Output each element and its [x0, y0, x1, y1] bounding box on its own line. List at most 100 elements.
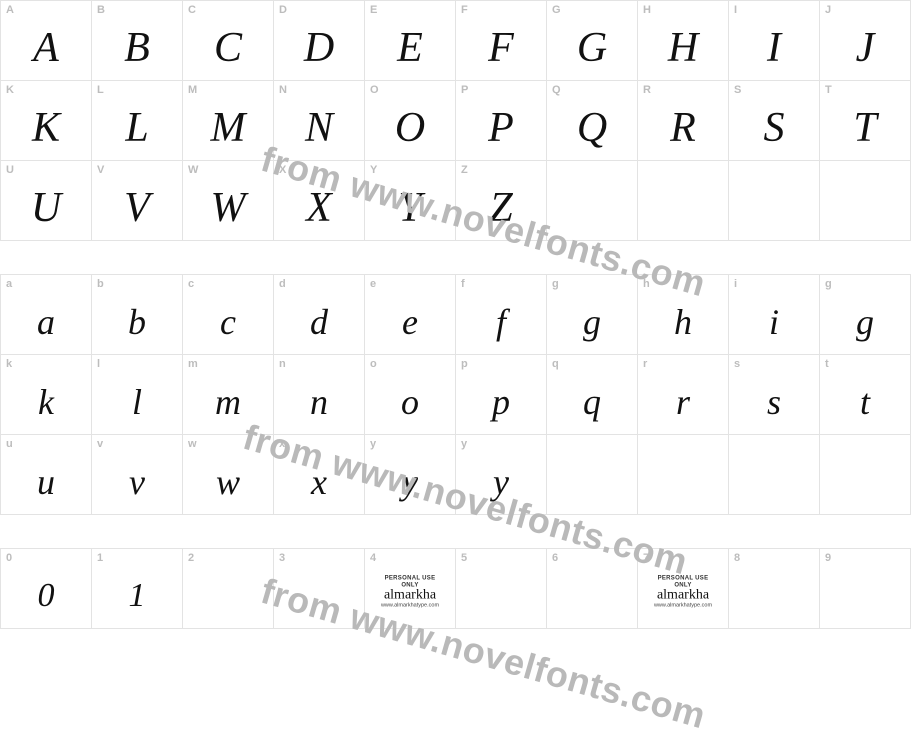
glyph-cell: 4 PERSONAL USE ONLYalmarkhawww.almarkhaty…	[365, 549, 456, 629]
glyph-cell: NN	[274, 81, 365, 161]
glyph: p	[456, 369, 546, 434]
glyph: G	[547, 15, 637, 80]
glyph: S	[729, 95, 819, 160]
glyph-cell: 11	[92, 549, 183, 629]
glyph: d	[274, 289, 364, 354]
glyph-cell: QQ	[547, 81, 638, 161]
glyph	[729, 563, 819, 628]
glyph: t	[820, 369, 910, 434]
glyph: e	[365, 289, 455, 354]
glyph-cell	[820, 161, 911, 241]
glyph-cell: tt	[820, 355, 911, 435]
glyph: F	[456, 15, 546, 80]
glyph: 1	[92, 563, 182, 628]
glyph	[547, 175, 637, 240]
glyph: C	[183, 15, 273, 80]
glyph	[820, 175, 910, 240]
glyph-cell: JJ	[820, 1, 911, 81]
glyph: b	[92, 289, 182, 354]
glyph-cell: II	[729, 1, 820, 81]
glyph-cell: ZZ	[456, 161, 547, 241]
glyph	[729, 175, 819, 240]
glyph-cell: pp	[456, 355, 547, 435]
glyph-cell: GG	[547, 1, 638, 81]
glyph-cell: kk	[1, 355, 92, 435]
glyph: w	[183, 449, 273, 514]
glyph: i	[729, 289, 819, 354]
glyph	[638, 449, 728, 514]
glyph-grid: AABBCCDDEEFFGGHHIIJJKKLLMMNNOOPPQQRRSSTT…	[0, 0, 911, 241]
glyph-cell: KK	[1, 81, 92, 161]
glyph: y	[365, 449, 455, 514]
glyph-cell: VV	[92, 161, 183, 241]
glyph-grid: aabbccddeeffgghhiiggkkllmmnnooppqqrrsstt…	[0, 274, 911, 515]
glyph: c	[183, 289, 273, 354]
font-maker-badge: PERSONAL USE ONLYalmarkhawww.almarkhatyp…	[381, 576, 439, 609]
glyph: f	[456, 289, 546, 354]
glyph: W	[183, 175, 273, 240]
glyph	[183, 563, 273, 628]
glyph: v	[92, 449, 182, 514]
glyph-label: 4	[370, 552, 376, 564]
glyph: a	[1, 289, 91, 354]
glyph: A	[1, 15, 91, 80]
glyph-cell: vv	[92, 435, 183, 515]
glyph-cell: hh	[638, 275, 729, 355]
glyph	[820, 563, 910, 628]
glyph: D	[274, 15, 364, 80]
glyph-cell: RR	[638, 81, 729, 161]
glyph-cell: ss	[729, 355, 820, 435]
glyph-cell: YY	[365, 161, 456, 241]
glyph: O	[365, 95, 455, 160]
glyph-cell	[547, 435, 638, 515]
glyph	[729, 449, 819, 514]
glyph-cell: ff	[456, 275, 547, 355]
glyph-cell: mm	[183, 355, 274, 435]
glyph-cell	[729, 435, 820, 515]
glyph-cell: UU	[1, 161, 92, 241]
glyph-cell: PP	[456, 81, 547, 161]
glyph: Z	[456, 175, 546, 240]
font-maker-badge: PERSONAL USE ONLYalmarkhawww.almarkhatyp…	[654, 576, 712, 609]
glyph	[274, 563, 364, 628]
glyph-cell: gg	[820, 275, 911, 355]
glyph-cell	[638, 435, 729, 515]
glyph	[547, 449, 637, 514]
glyph-cell: BB	[92, 1, 183, 81]
glyph-cell: uu	[1, 435, 92, 515]
glyph-cell: DD	[274, 1, 365, 81]
glyph: T	[820, 95, 910, 160]
glyph-cell: yy	[456, 435, 547, 515]
glyph-cell: ww	[183, 435, 274, 515]
glyph-cell: WW	[183, 161, 274, 241]
glyph: m	[183, 369, 273, 434]
glyph: V	[92, 175, 182, 240]
glyph: L	[92, 95, 182, 160]
glyph-cell: yy	[365, 435, 456, 515]
glyph-cell: oo	[365, 355, 456, 435]
glyph-cell	[729, 161, 820, 241]
glyph-cell: qq	[547, 355, 638, 435]
glyph: E	[365, 15, 455, 80]
glyph-cell: SS	[729, 81, 820, 161]
glyph-cell: cc	[183, 275, 274, 355]
glyph: P	[456, 95, 546, 160]
glyph-cell: ll	[92, 355, 183, 435]
glyph: s	[729, 369, 819, 434]
glyph-cell	[547, 161, 638, 241]
glyph	[638, 175, 728, 240]
glyph-cell: LL	[92, 81, 183, 161]
glyph-cell: ee	[365, 275, 456, 355]
glyph-cell: FF	[456, 1, 547, 81]
glyph	[456, 563, 546, 628]
glyph-cell	[638, 161, 729, 241]
glyph-cell: bb	[92, 275, 183, 355]
glyph-cell: MM	[183, 81, 274, 161]
glyph: 0	[1, 563, 91, 628]
glyph-grid: 0011234PERSONAL USE ONLYalmarkhawww.alma…	[0, 548, 911, 629]
glyph: K	[1, 95, 91, 160]
glyph: J	[820, 15, 910, 80]
glyph-cell: 7PERSONAL USE ONLYalmarkhawww.almarkhaty…	[638, 549, 729, 629]
glyph: q	[547, 369, 637, 434]
glyph: n	[274, 369, 364, 434]
